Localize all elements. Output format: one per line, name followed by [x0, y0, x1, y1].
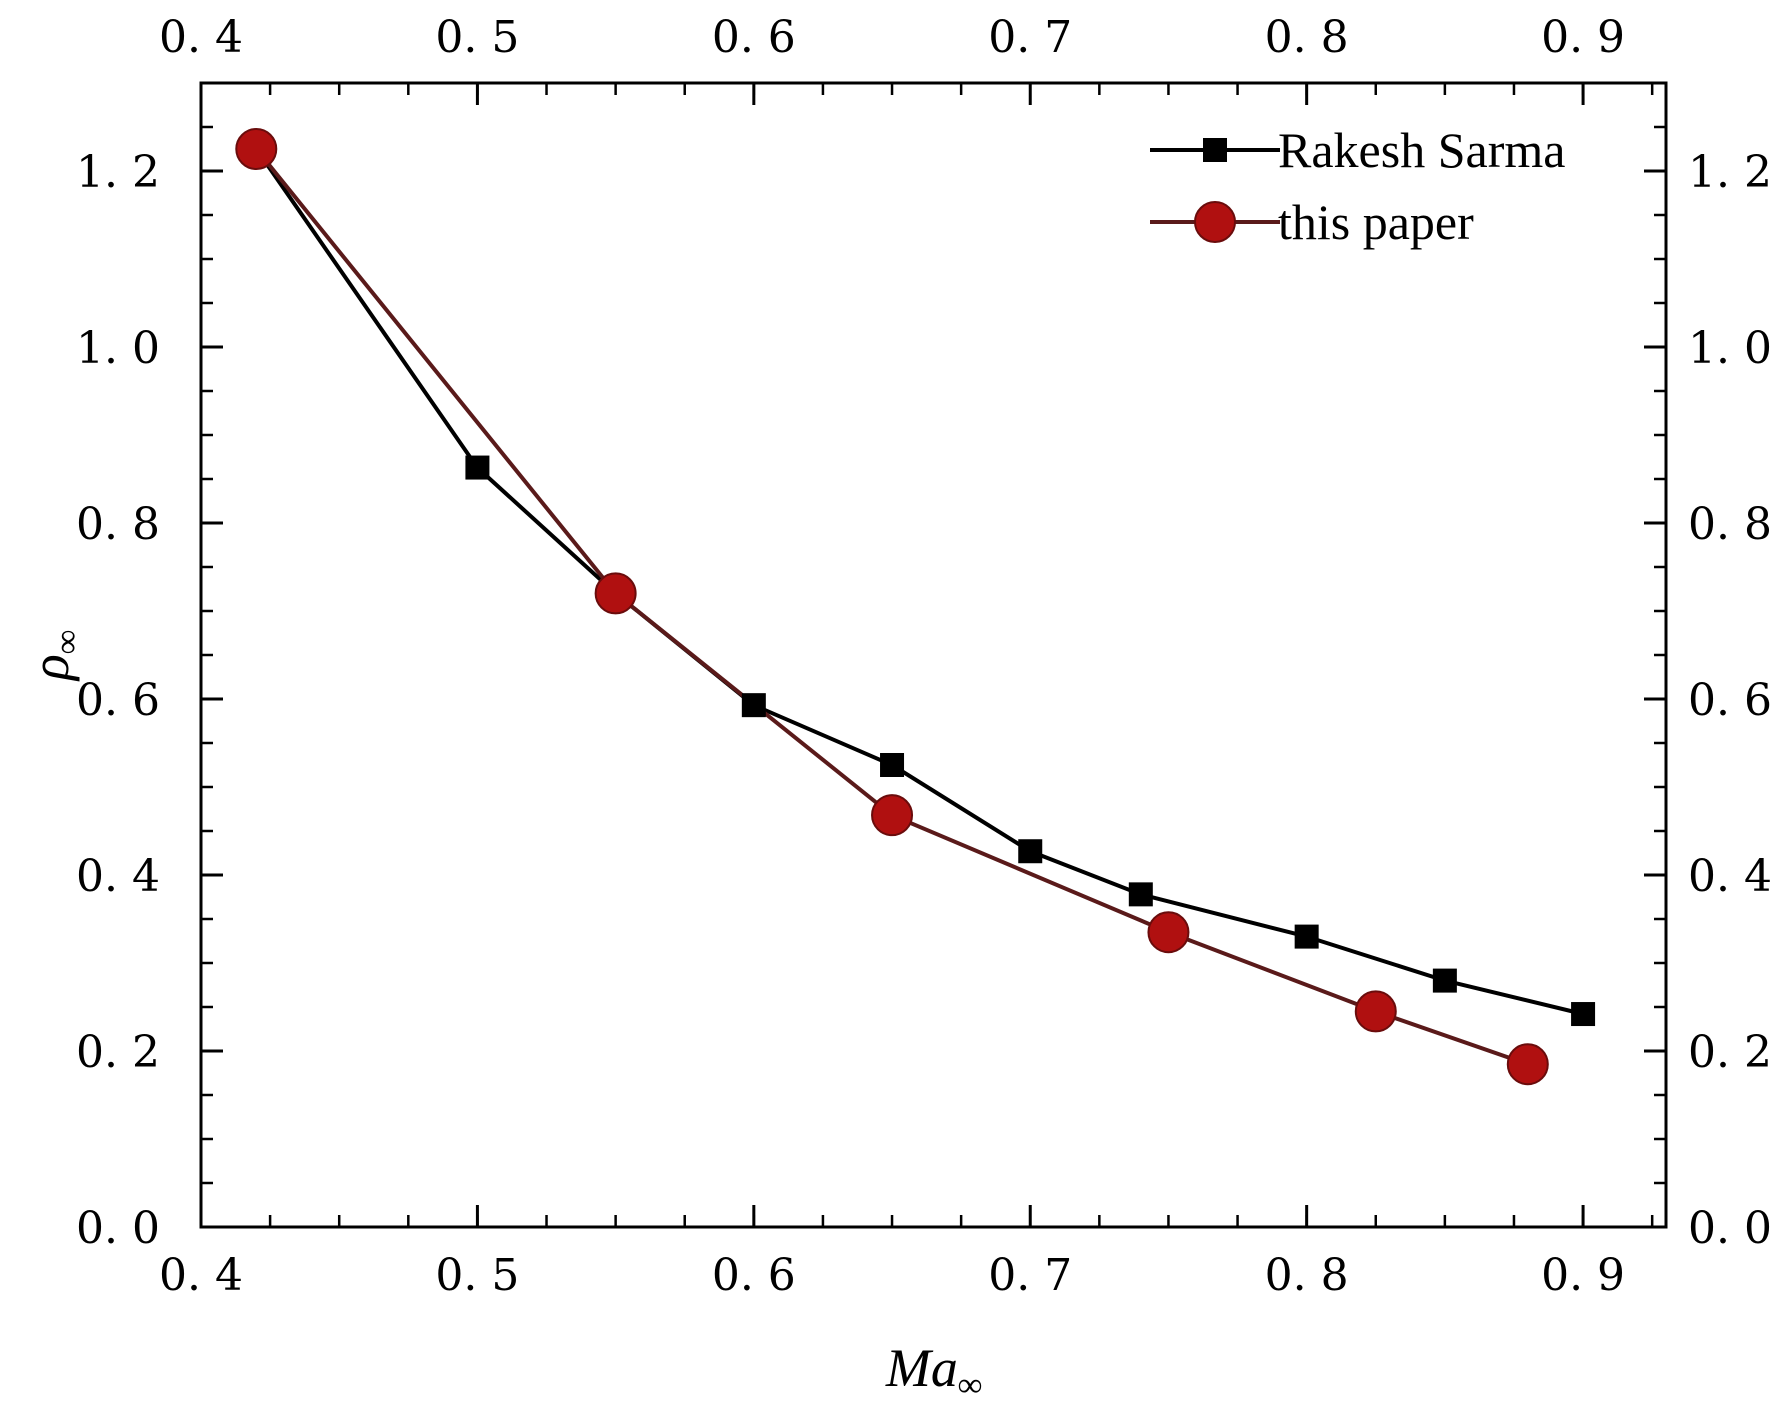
x-tick-label-bottom: 0. 9: [1541, 1250, 1625, 1301]
y-tick-label-left: 0. 4: [76, 851, 160, 902]
y-tick-label-left: 1. 0: [76, 323, 160, 374]
data-point-rakesh-sarma: [1128, 882, 1153, 907]
series-markers: [235, 128, 1596, 1086]
data-point-this-paper: [1147, 911, 1190, 954]
x-tick-label-top: 0. 8: [1265, 12, 1349, 63]
y-tick-label-left: 0. 0: [76, 1203, 160, 1254]
data-point-rakesh-sarma: [1571, 1002, 1596, 1027]
y-tick-label-right: 1. 2: [1688, 147, 1772, 198]
x-tick-label-top: 0. 6: [712, 12, 796, 63]
legend: Rakesh Sarma this paper: [1150, 122, 1565, 250]
y-tick-label-left: 0. 6: [76, 675, 160, 726]
data-point-this-paper: [235, 128, 278, 170]
data-point-this-paper: [1506, 1043, 1549, 1086]
series-line-this-paper: [254, 147, 1529, 1067]
y-axis-title: ρ∞: [20, 630, 86, 682]
x-axis-title: Ma∞: [885, 1338, 982, 1404]
series-lines: [254, 147, 1584, 1067]
x-tick-label-top: 0. 9: [1541, 12, 1625, 63]
data-point-this-paper: [871, 794, 914, 837]
x-tick-label-bottom: 0. 8: [1265, 1250, 1349, 1301]
legend-label-rakesh-sarma: Rakesh Sarma: [1278, 122, 1565, 178]
data-point-rakesh-sarma: [1018, 839, 1043, 864]
legend-marker-this-paper: [1194, 201, 1236, 243]
x-tick-label-bottom: 0. 5: [435, 1250, 519, 1301]
y-tick-label-right: 0. 6: [1688, 675, 1772, 726]
y-tick-label-right: 1. 0: [1688, 323, 1772, 374]
data-point-rakesh-sarma: [465, 455, 490, 480]
x-tick-label-top: 0. 7: [988, 12, 1072, 63]
data-point-rakesh-sarma: [1432, 968, 1457, 993]
x-tick-label-top: 0. 5: [435, 12, 519, 63]
data-point-this-paper: [1354, 990, 1397, 1033]
x-tick-label-bottom: 0. 6: [712, 1250, 796, 1301]
data-point-this-paper: [594, 572, 637, 615]
series-line-rakesh-sarma: [254, 147, 1584, 1016]
y-tick-label-right: 0. 0: [1688, 1203, 1772, 1254]
plot-area-frame: [199, 81, 1668, 1229]
data-point-rakesh-sarma: [741, 693, 766, 718]
x-tick-label-bottom: 0. 4: [159, 1250, 243, 1301]
axis-tick-labels: 0. 4 0. 4 0. 5 0. 5 0. 6 0. 6 0. 7 0. 7 0. 8 0. 8…: [76, 12, 1772, 1301]
y-tick-label-right: 0. 2: [1688, 1027, 1772, 1078]
axis-ticks: [199, 81, 1666, 1229]
y-tick-label-left: 1. 2: [76, 147, 160, 198]
x-tick-label-bottom: 0. 7: [988, 1250, 1072, 1301]
y-tick-label-left: 0. 2: [76, 1027, 160, 1078]
data-point-rakesh-sarma: [880, 753, 905, 777]
x-tick-label-top: 0. 4: [159, 12, 243, 63]
legend-marker-rakesh-sarma: [1203, 138, 1227, 162]
y-tick-label-right: 0. 8: [1688, 499, 1772, 550]
legend-label-this-paper: this paper: [1278, 194, 1474, 250]
y-tick-label-right: 0. 4: [1688, 851, 1772, 902]
data-point-rakesh-sarma: [1294, 924, 1319, 949]
y-tick-label-left: 0. 8: [76, 499, 160, 550]
